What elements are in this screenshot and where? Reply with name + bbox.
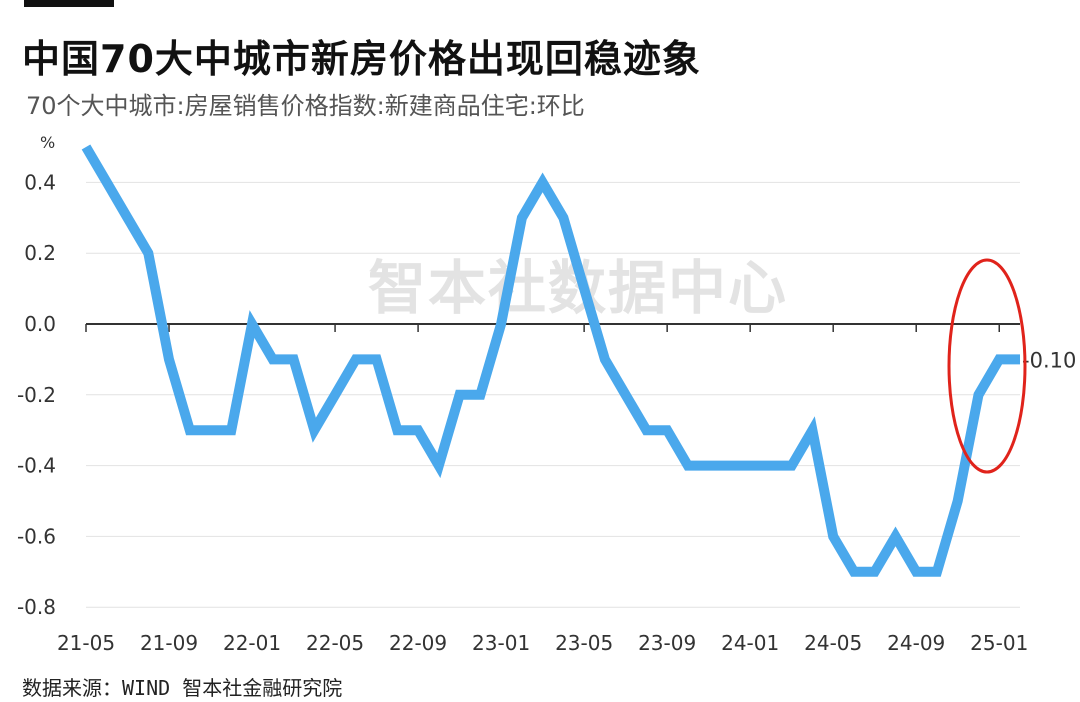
y-tick-label: -0.4 [17,454,56,478]
x-tick-label: 23-05 [555,631,613,655]
series-line [81,144,1020,577]
y-unit-label: % [40,133,55,152]
x-tick-label: 24-05 [804,631,862,655]
x-tick-label: 22-09 [389,631,447,655]
end-value-label: -0.10 [1022,348,1076,372]
chart-title: 中国70大中城市新房价格出现回稳迹象 [22,37,701,81]
x-tick-label: 24-01 [721,631,779,655]
x-tick-label: 24-09 [887,631,945,655]
chart-subtitle: 70个大中城市:房屋销售价格指数:新建商品住宅:环比 [26,92,585,120]
y-tick-label: 0.4 [24,170,56,194]
data-source: 数据来源：WIND 智本社金融研究院 [22,676,343,700]
y-tick-label: 0.2 [24,241,56,265]
x-tick-label: 23-09 [638,631,696,655]
x-tick-label: 22-05 [306,631,364,655]
x-tick-label: 21-05 [57,631,115,655]
highlight-ellipse [947,258,1027,474]
x-tick-label: 25-01 [970,631,1028,655]
y-tick-label: -0.6 [17,524,56,548]
y-tick-label: 0.0 [24,312,56,336]
y-tick-label: -0.8 [17,595,56,619]
x-tick-label: 22-01 [223,631,281,655]
top-accent-bar [24,0,114,7]
y-tick-label: -0.2 [17,383,56,407]
x-tick-label: 23-01 [472,631,530,655]
x-tick-label: 21-09 [140,631,198,655]
